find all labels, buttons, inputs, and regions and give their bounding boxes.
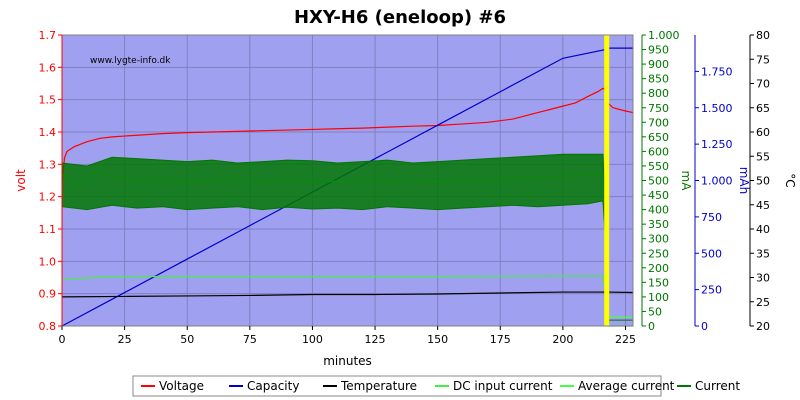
volt-tick-label: 1.7 xyxy=(39,29,57,42)
volt-tick-label: 1.2 xyxy=(39,191,57,204)
ma-tick-label: 600 xyxy=(648,145,669,158)
temp-tick-label: 55 xyxy=(756,150,770,163)
temp-tick-label: 35 xyxy=(756,247,770,260)
watermark: www.lygte-info.dk xyxy=(90,56,171,66)
ma-tick-label: 400 xyxy=(648,204,669,217)
axes-layer: 0 25 50 75 100 125 150 175 200 225minutes0.80.91.… xyxy=(14,29,797,368)
x-tick-label: 25 xyxy=(118,333,132,346)
temp-tick-label: 20 xyxy=(756,320,770,333)
temp-tick-label: 45 xyxy=(756,199,770,212)
plot-area: www.lygte-info.dk xyxy=(61,34,634,327)
ma-tick-label: 250 xyxy=(648,247,669,260)
x-tick-label: 150 xyxy=(427,333,448,346)
volt-tick-label: 1.4 xyxy=(39,126,57,139)
mah-tick-label: 500 xyxy=(701,247,722,260)
x-axis-label: minutes xyxy=(323,354,372,368)
ma-tick-label: 800 xyxy=(648,87,669,100)
legend-label: Voltage xyxy=(159,379,204,393)
volt-tick-label: 1.6 xyxy=(39,61,57,74)
volt-axis-label: volt xyxy=(14,169,28,192)
x-tick-label: 225 xyxy=(615,333,636,346)
legend-label: Current xyxy=(695,379,740,393)
series-layer xyxy=(61,35,634,327)
mah-tick-label: 1.250 xyxy=(701,138,733,151)
volt-tick-label: 0.9 xyxy=(39,288,57,301)
temp-tick-label: 70 xyxy=(756,78,770,91)
ma-tick-label: 850 xyxy=(648,73,669,86)
mah-tick-label: 0 xyxy=(701,320,708,333)
volt-tick-label: 1.3 xyxy=(39,158,57,171)
ma-axis-label: mA xyxy=(679,171,693,192)
chart-title: HXY-H6 (eneloop) #6 xyxy=(294,7,506,28)
ma-tick-label: 750 xyxy=(648,102,669,115)
volt-tick-label: 1.5 xyxy=(39,94,57,107)
mah-tick-label: 250 xyxy=(701,284,722,297)
ma-tick-label: 1.000 xyxy=(648,29,680,42)
ma-tick-label: 100 xyxy=(648,291,669,304)
ma-tick-label: 200 xyxy=(648,262,669,275)
x-tick-label: 200 xyxy=(552,333,573,346)
ma-tick-label: 500 xyxy=(648,175,669,188)
ma-tick-label: 550 xyxy=(648,160,669,173)
legend-box xyxy=(132,375,662,397)
mah-tick-label: 1.500 xyxy=(701,102,733,115)
ma-tick-label: 50 xyxy=(648,305,662,318)
temp-tick-label: 75 xyxy=(756,53,770,66)
mah-axis-label: mAh xyxy=(737,167,751,195)
series-current xyxy=(61,153,633,321)
ma-tick-label: 0 xyxy=(648,320,655,333)
mah-tick-label: 1.750 xyxy=(701,65,733,78)
ma-tick-label: 700 xyxy=(648,116,669,129)
x-tick-label: 50 xyxy=(180,333,194,346)
temp-axis-label: °C xyxy=(783,173,797,187)
series-voltage xyxy=(61,87,634,184)
x-tick-label: 75 xyxy=(243,333,257,346)
x-tick-label: 125 xyxy=(365,333,386,346)
legend: Voltage Capacity Temperature DC input curre… xyxy=(132,375,740,397)
temp-tick-label: 30 xyxy=(756,272,770,285)
x-tick-label: 100 xyxy=(302,333,323,346)
legend-label: Capacity xyxy=(247,379,299,393)
ma-tick-label: 650 xyxy=(648,131,669,144)
legend-label: Average current xyxy=(578,379,675,393)
ma-tick-label: 950 xyxy=(648,44,669,57)
ma-tick-label: 150 xyxy=(648,276,669,289)
temp-tick-label: 25 xyxy=(756,296,770,309)
temp-tick-label: 50 xyxy=(756,175,770,188)
x-tick-label: 0 xyxy=(59,333,66,346)
temp-tick-label: 65 xyxy=(756,102,770,115)
legend-label: DC input current xyxy=(453,379,553,393)
ma-tick-label: 900 xyxy=(648,58,669,71)
legend-label: Temperature xyxy=(340,379,417,393)
x-tick-label: 175 xyxy=(490,333,511,346)
volt-tick-label: 1.0 xyxy=(39,255,57,268)
temp-tick-label: 40 xyxy=(756,223,770,236)
mah-tick-label: 1.000 xyxy=(701,175,733,188)
mah-tick-label: 750 xyxy=(701,211,722,224)
ma-tick-label: 450 xyxy=(648,189,669,202)
temp-tick-label: 60 xyxy=(756,126,770,139)
ma-tick-label: 300 xyxy=(648,233,669,246)
volt-tick-label: 0.8 xyxy=(39,320,57,333)
volt-tick-label: 1.1 xyxy=(39,223,57,236)
temp-tick-label: 80 xyxy=(756,29,770,42)
ma-tick-label: 350 xyxy=(648,218,669,231)
